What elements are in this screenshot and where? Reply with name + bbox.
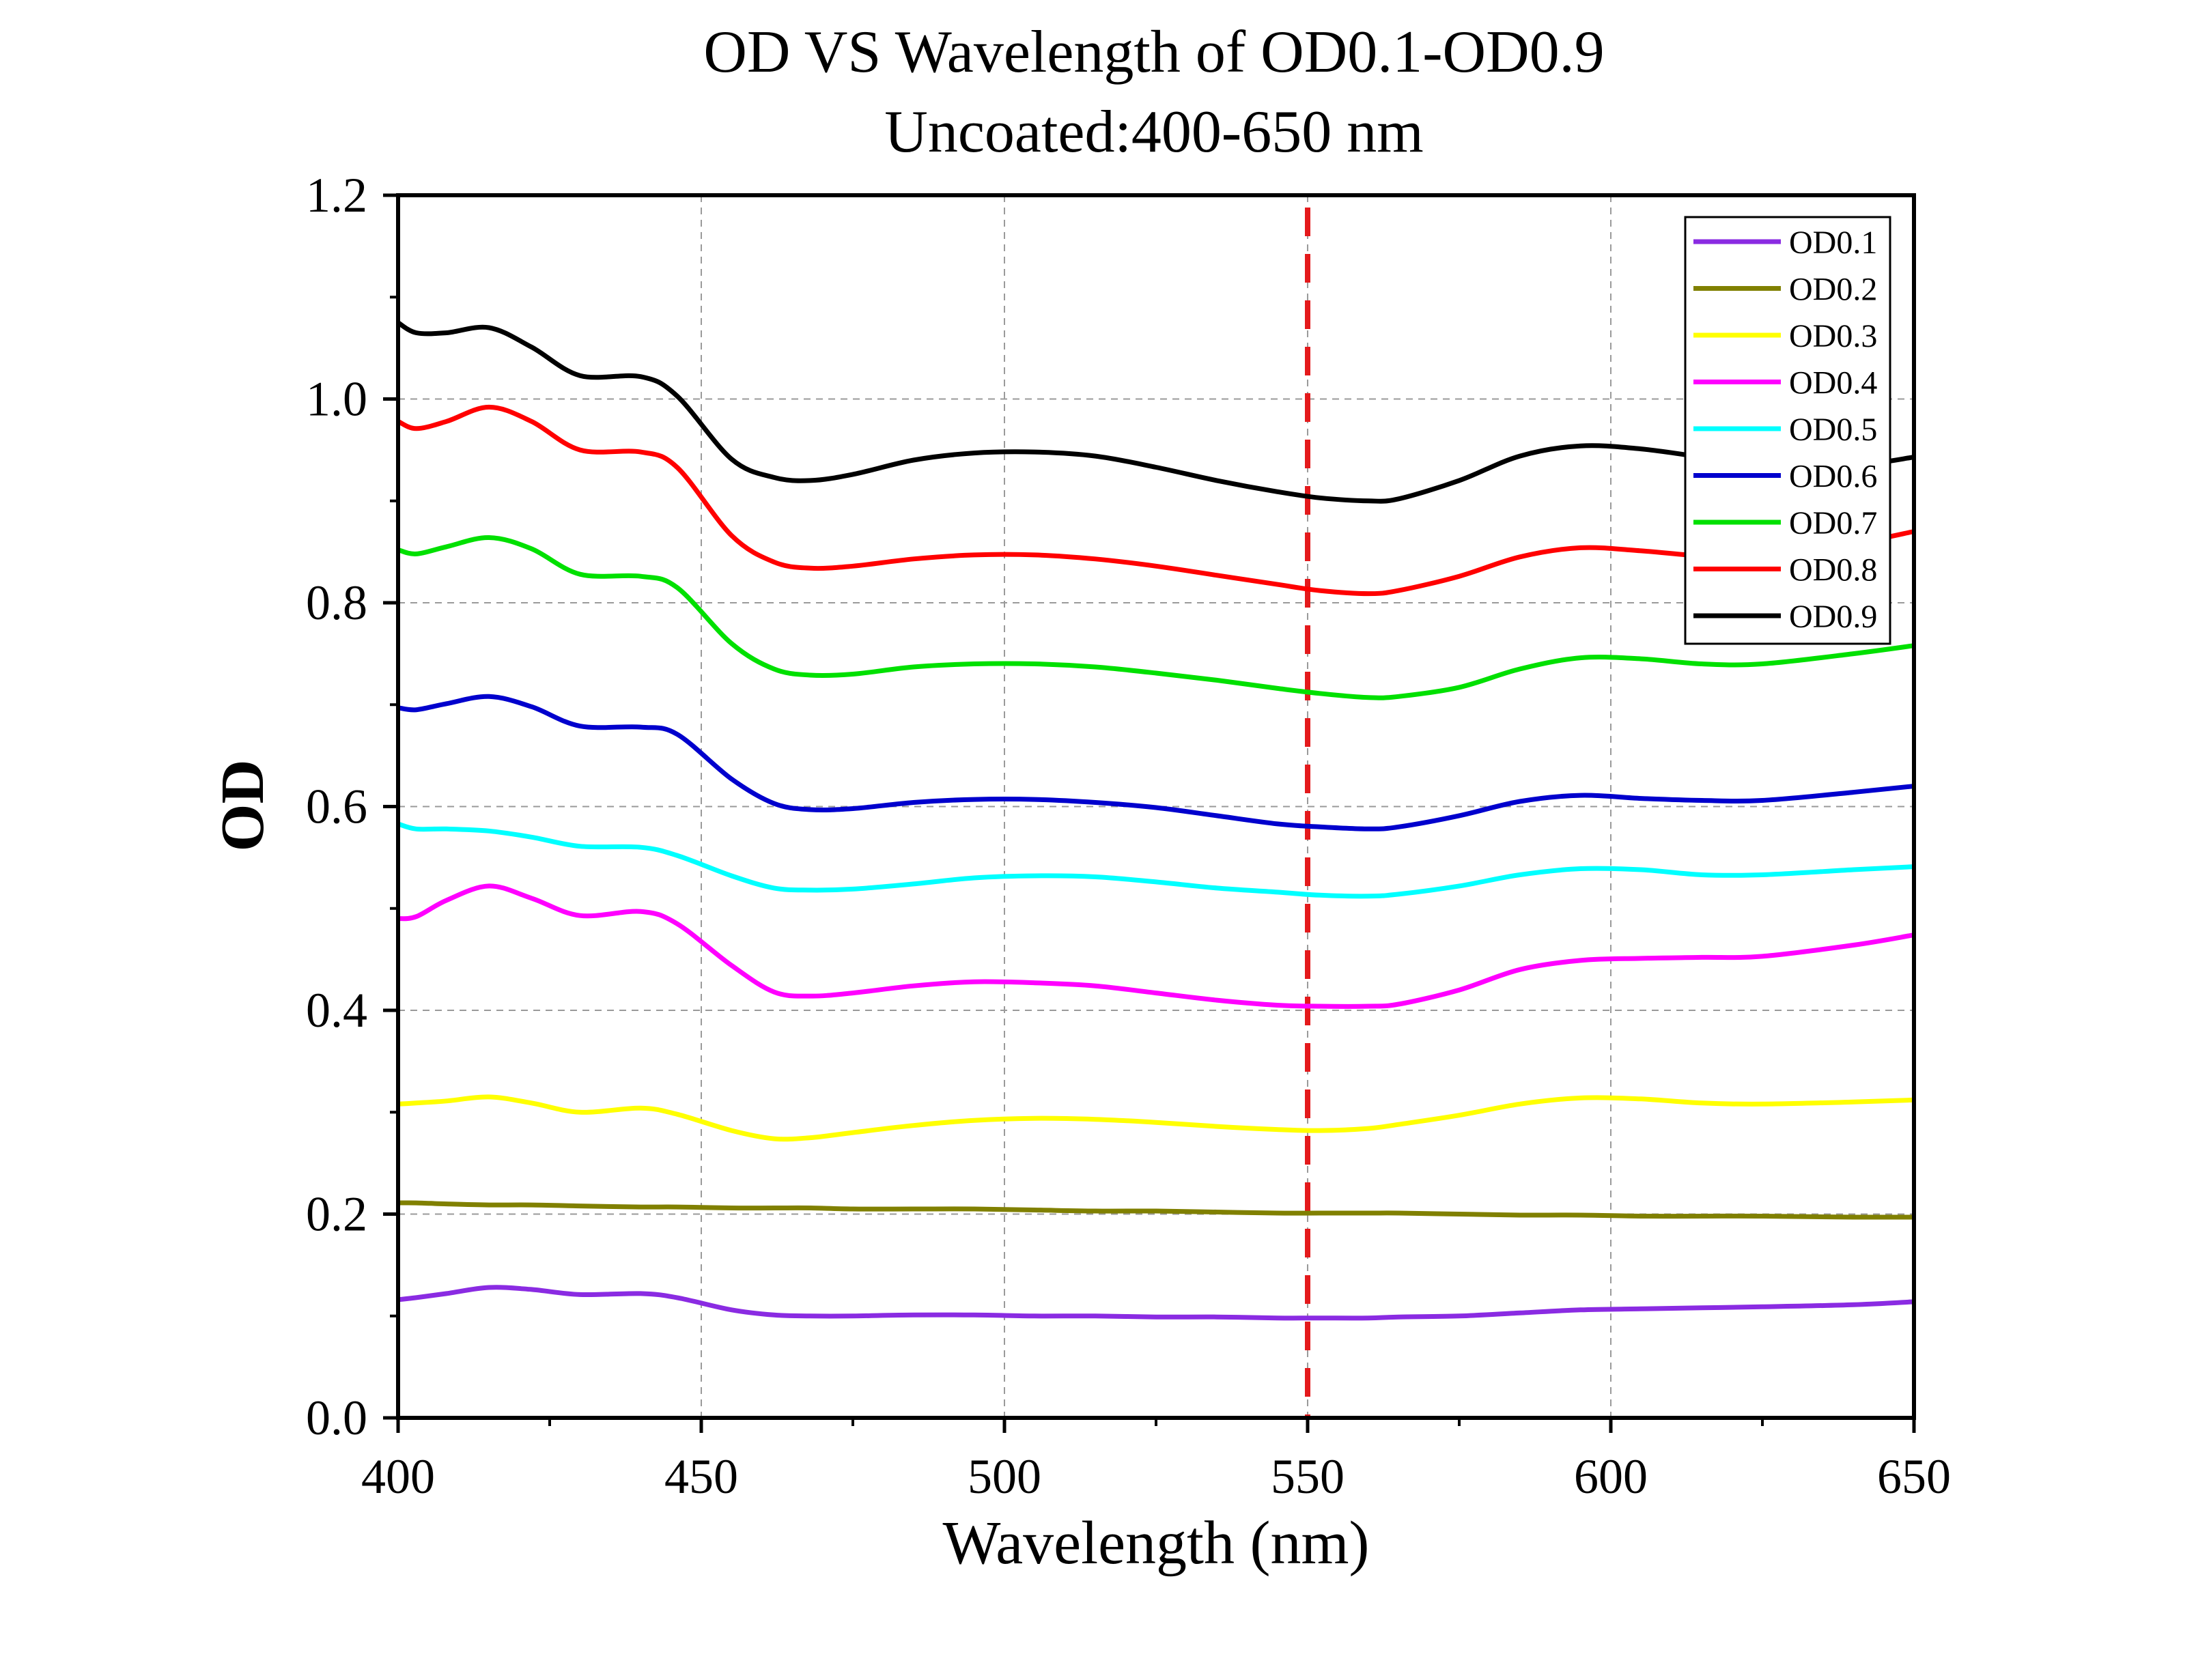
legend-label: OD0.1 [1789, 225, 1877, 261]
chart-title: OD VS Wavelength of OD0.1-OD0.9 [703, 19, 1604, 85]
grid-lines [398, 195, 1914, 1418]
series-line-od0-7 [397, 535, 1915, 700]
x-tick-label: 650 [1877, 1449, 1951, 1504]
series-line-od0-8 [397, 404, 1915, 597]
legend: OD0.1 OD0.2 OD0.3 OD0.4 OD0.5 OD0.6 OD0.7 OD0.8… [1684, 216, 1891, 645]
y-axis: 0.0 0.2 0.4 0.6 0.8 1.0 1.2 [306, 168, 398, 1445]
x-axis-label: Wavelength (nm) [942, 1509, 1369, 1577]
x-tick-label: 400 [361, 1449, 435, 1504]
series-line-od0-6 [397, 694, 1915, 831]
y-axis-label: OD [209, 760, 277, 852]
y-tick-label: 1.2 [306, 168, 367, 223]
y-tick-label: 0.8 [306, 575, 367, 630]
y-tick-label: 0.6 [306, 780, 367, 834]
legend-label: OD0.2 [1789, 272, 1877, 308]
series-line-od0-1 [397, 1285, 1915, 1321]
x-tick-label: 500 [968, 1449, 1041, 1504]
x-tick-label: 600 [1574, 1449, 1648, 1504]
legend-label: OD0.3 [1789, 318, 1877, 354]
series-line-od0-9 [397, 320, 1915, 504]
legend-label: OD0.7 [1789, 505, 1877, 541]
series-lines [397, 320, 1915, 1321]
legend-label: OD0.8 [1789, 552, 1877, 588]
legend-label: OD0.5 [1789, 412, 1877, 448]
legend-label: OD0.9 [1789, 599, 1877, 635]
legend-label: OD0.4 [1789, 365, 1877, 401]
x-tick-label: 550 [1271, 1449, 1345, 1504]
y-tick-label: 1.0 [306, 372, 367, 427]
legend-label: OD0.6 [1789, 459, 1877, 495]
series-line-od0-3 [397, 1094, 1915, 1142]
y-tick-label: 0.4 [306, 983, 367, 1038]
series-line-od0-5 [397, 821, 1915, 899]
series-line-od0-2 [397, 1200, 1915, 1220]
y-tick-label: 0.2 [306, 1187, 367, 1242]
x-axis: 400 450 500 550 600 650 [361, 1418, 1951, 1504]
chart-subtitle: Uncoated:400-650 nm [884, 99, 1423, 165]
x-tick-label: 450 [664, 1449, 738, 1504]
y-tick-label: 0.0 [306, 1391, 367, 1445]
series-line-od0-4 [397, 883, 1915, 1009]
